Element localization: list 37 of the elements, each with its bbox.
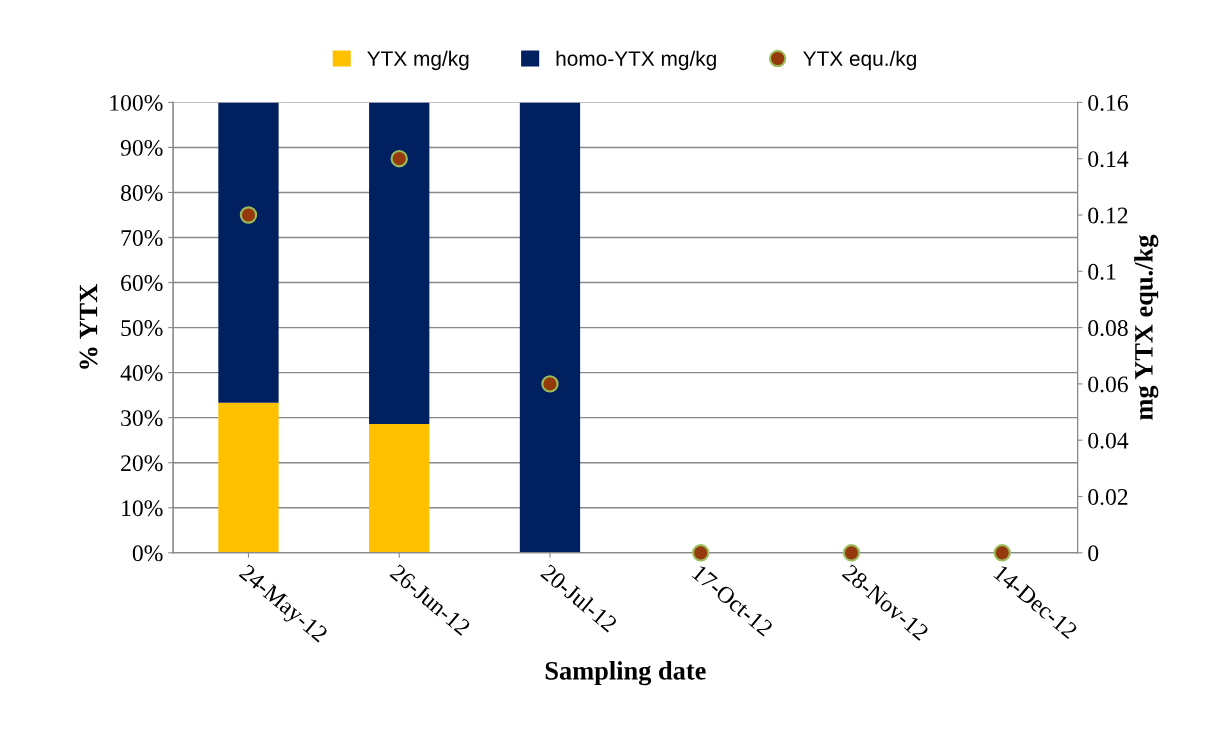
y2-tick-label: 0.12 [1088,207,1128,224]
bar [369,423,430,553]
y-tick-label: 40% [120,365,163,382]
y2-tick-label: 0 [1088,545,1099,562]
legend-label: YTX equ./kg [803,50,916,71]
y-tick-label: 10% [122,500,163,517]
y2-tick-label: 0.14 [1088,151,1129,168]
y-tick-label: 0% [132,545,163,562]
y2-tick-label: 0.02 [1088,488,1128,506]
point [993,544,1011,562]
point [692,544,710,562]
bar [218,102,279,403]
y-tick-label: 80% [121,184,163,201]
point [842,544,861,562]
x-axis-title: Sampling date [545,661,706,686]
legend-label: YTX mg/kg [367,50,469,71]
y-tick-label: 20% [121,455,163,472]
y2-tick-label: 0.1 [1088,263,1116,280]
bar [519,102,581,553]
bar [218,402,279,553]
point [390,150,408,168]
y-tick-label: 60% [121,275,163,292]
y-tick-label: 70% [121,230,163,247]
y2-tick-label: 0.08 [1088,320,1128,337]
y2-tick-label: 0.04 [1088,432,1129,449]
point [541,375,559,393]
y-tick-label: 90% [120,139,163,156]
y2-tick-label: 0.16 [1088,94,1128,111]
y-axis-title: % YTX [79,284,98,369]
y-tick-label: 30% [121,410,163,427]
legend-label: homo-YTX mg/kg [556,50,716,71]
point [239,206,258,224]
bar [369,102,430,424]
y-tick-label: 100% [110,94,163,111]
y-tick-label: 50% [121,320,163,337]
y2-tick-label: 0.06 [1088,376,1128,393]
y2-axis-title: mg YTX equ./kg [1134,234,1159,420]
